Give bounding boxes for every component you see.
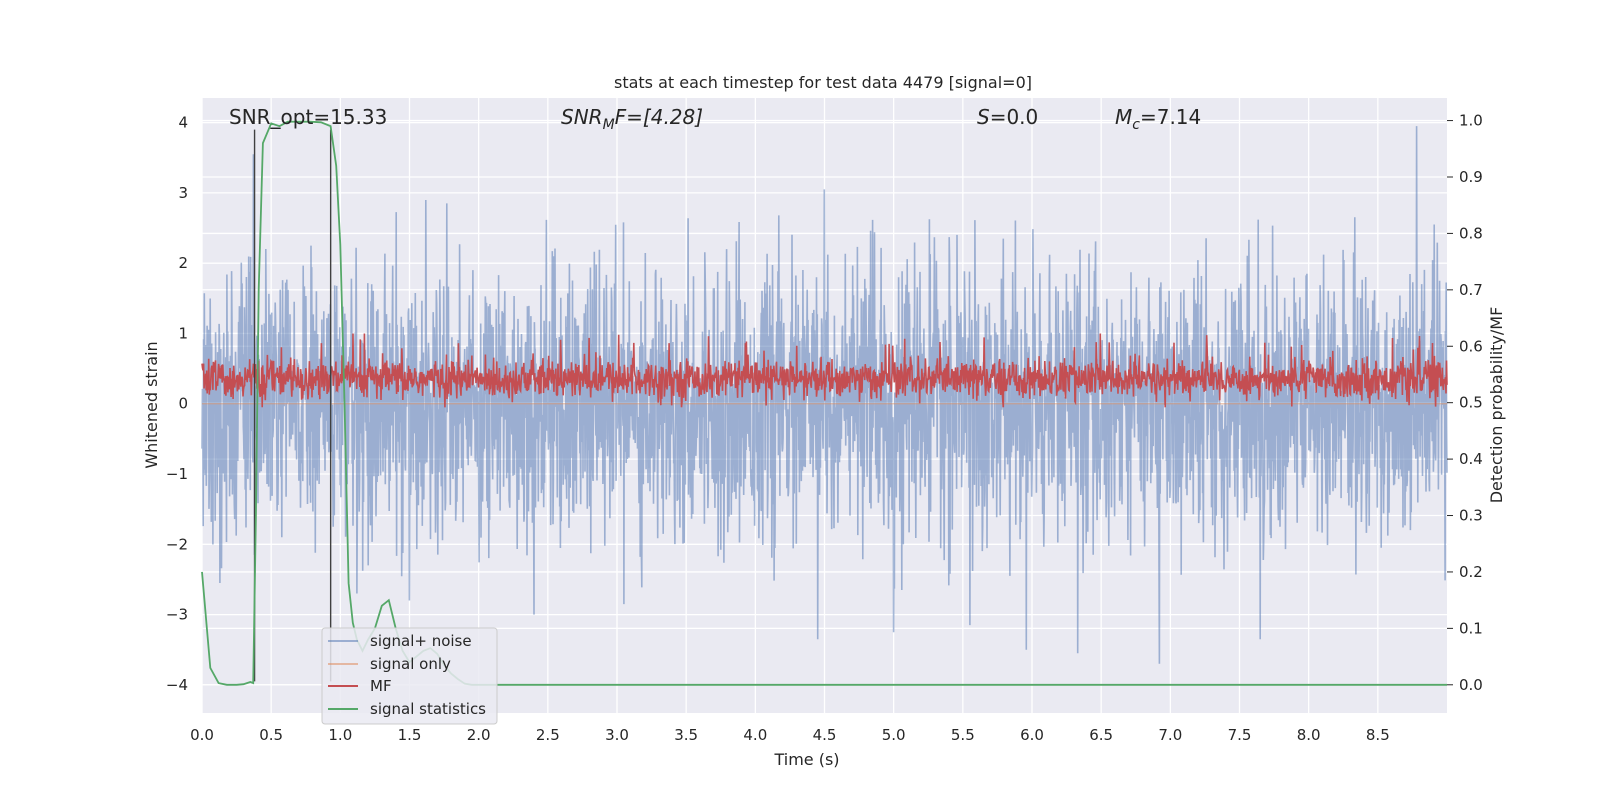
left-y-tick-label: −1 — [166, 465, 188, 483]
x-tick-label: 6.5 — [1089, 726, 1113, 744]
x-tick-label: 5.5 — [951, 726, 975, 744]
x-tick-label: 2.5 — [536, 726, 560, 744]
x-tick-label: 0.5 — [259, 726, 283, 744]
annotation-snr-opt: SNR_opt=15.33 — [229, 105, 387, 129]
x-tick-label: 1.5 — [398, 726, 422, 744]
signal-statistics-line — [201, 120, 1447, 686]
x-tick-label: 4.5 — [813, 726, 837, 744]
legend-label-signal-only: signal only — [370, 655, 451, 673]
series-mf — [201, 333, 1448, 408]
x-axis-ticks: 0.0 0.5 1.0 1.5 2.0 2.5 3.0 3.5 4.0 4.5 5.0 5.5 6.0 6… — [190, 726, 1390, 744]
annotation-snr-mf-rest: F=[4.28] — [615, 105, 703, 129]
right-y-tick-label: 1.0 — [1459, 112, 1483, 130]
legend-label-signal-noise: signal+ noise — [370, 632, 472, 650]
annotation-snr-mf: SNRMF=[4.28] — [561, 105, 703, 133]
signal-noise-line — [201, 126, 1448, 664]
series-signal-statistics — [201, 120, 1447, 686]
legend-label-mf: MF — [370, 677, 392, 695]
left-y-tick-label: −3 — [166, 606, 188, 624]
x-tick-label: 1.0 — [328, 726, 352, 744]
left-y-tick-label: 4 — [178, 114, 188, 132]
legend: signal+ noise signal only MF signal stat… — [321, 627, 498, 725]
annotation-s-rest: =0.0 — [990, 105, 1039, 129]
x-tick-label: 4.0 — [743, 726, 767, 744]
right-y-tick-label: 0.8 — [1459, 224, 1483, 242]
annotation-mc-var: M — [1115, 105, 1132, 129]
x-tick-label: 3.5 — [674, 726, 698, 744]
x-tick-label: 5.0 — [882, 726, 906, 744]
x-tick-label: 8.0 — [1297, 726, 1321, 744]
series-signal-noise — [201, 126, 1448, 664]
left-y-axis-ticks: 4 3 2 1 0 −1 −2 −3 −4 — [166, 114, 188, 694]
right-y-tick-label: 0.2 — [1459, 563, 1483, 581]
right-y-tick-label: 0.9 — [1459, 168, 1483, 186]
annotation-mc: Mc=7.14 — [1115, 105, 1201, 133]
left-y-tick-label: −4 — [166, 676, 188, 694]
legend-box — [321, 627, 498, 725]
right-y-tick-label: 0.1 — [1459, 619, 1483, 637]
chart-title: stats at each timestep for test data 447… — [614, 73, 1032, 92]
left-y-tick-label: 2 — [178, 254, 188, 272]
annotation-snr-mf-sub: M — [603, 117, 615, 133]
legend-label-signal-statistics: signal statistics — [370, 700, 486, 718]
x-tick-label: 6.0 — [1020, 726, 1044, 744]
x-tick-label: 7.5 — [1228, 726, 1252, 744]
annotation-s: S=0.0 — [977, 105, 1038, 129]
x-tick-label: 8.5 — [1366, 726, 1390, 744]
right-y-tick-label: 0.0 — [1459, 676, 1483, 694]
annotation-mc-rest: =7.14 — [1140, 105, 1201, 129]
right-y-tick-label: 0.4 — [1459, 450, 1483, 468]
x-tick-label: 7.0 — [1158, 726, 1182, 744]
left-y-tick-label: 3 — [178, 184, 188, 202]
annotation-snr-mf-var: SNR — [561, 105, 603, 129]
annotation-mc-sub: c — [1132, 117, 1140, 133]
right-y-axis-ticks: 1.0 0.9 0.8 0.7 0.6 0.5 0.4 0.3 0.2 0.1 0.0 — [1447, 112, 1483, 694]
left-y-tick-label: 0 — [178, 395, 188, 413]
left-y-axis-label: Whitened strain — [142, 341, 161, 468]
right-y-tick-label: 0.3 — [1459, 507, 1483, 525]
left-y-tick-label: 1 — [178, 324, 188, 342]
x-tick-label: 0.0 — [190, 726, 214, 744]
mf-line — [201, 333, 1448, 408]
x-tick-label: 2.0 — [467, 726, 491, 744]
x-tick-label: 3.0 — [605, 726, 629, 744]
right-y-tick-label: 0.7 — [1459, 281, 1483, 299]
left-y-tick-label: −2 — [166, 535, 188, 553]
right-y-axis-label: Detection probability/MF — [1487, 307, 1506, 504]
annotation-s-var: S — [977, 105, 990, 129]
x-axis-label: Time (s) — [773, 750, 839, 769]
right-y-tick-label: 0.5 — [1459, 394, 1483, 412]
right-y-tick-label: 0.6 — [1459, 337, 1483, 355]
